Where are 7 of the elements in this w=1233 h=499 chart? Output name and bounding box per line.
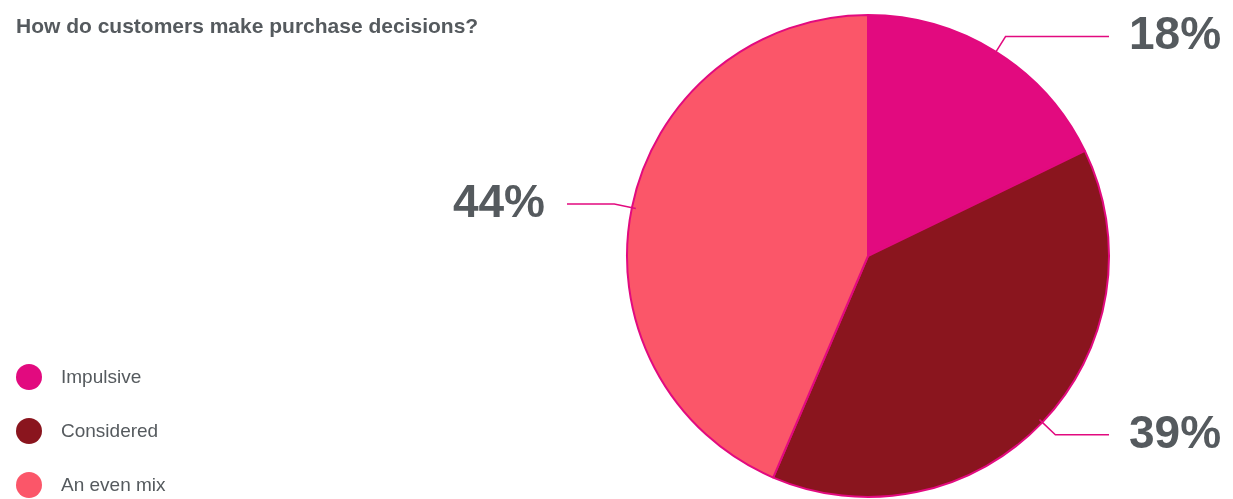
data-label: 18% <box>1129 7 1222 60</box>
chart-title: How do customers make purchase decisions? <box>16 14 479 38</box>
data-label: 39% <box>1129 405 1222 458</box>
data-label: 44% <box>452 174 545 227</box>
legend-label: Impulsive <box>61 366 142 388</box>
legend-label: An even mix <box>61 474 166 496</box>
legend-label: Considered <box>61 420 159 442</box>
